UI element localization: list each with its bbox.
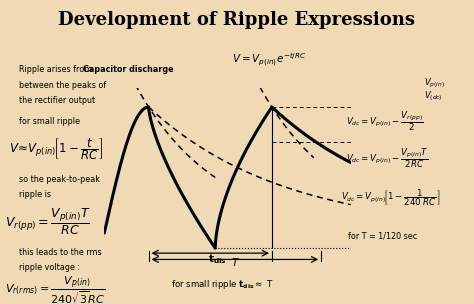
Text: Capacitor discharge: Capacitor discharge (83, 65, 173, 74)
Text: $V_{(dc)}$: $V_{(dc)}$ (424, 89, 443, 103)
Text: $V_{dc}=V_{p(in)}\!\left[1-\dfrac{1}{240\ RC}\right]$: $V_{dc}=V_{p(in)}\!\left[1-\dfrac{1}{240… (341, 187, 440, 208)
Text: this leads to the rms: this leads to the rms (19, 248, 101, 257)
Text: so the peak-to-peak: so the peak-to-peak (19, 175, 100, 184)
Text: for small ripple $\mathbf{t_{dis}}\approx$ T: for small ripple $\mathbf{t_{dis}}\appro… (171, 278, 273, 291)
Text: T: T (232, 258, 238, 268)
Text: $V_{r(pp)}=\dfrac{V_{p(in)}T}{RC}$: $V_{r(pp)}=\dfrac{V_{p(in)}T}{RC}$ (5, 207, 90, 237)
Text: for T = 1/120 sec: for T = 1/120 sec (348, 231, 418, 240)
Text: ripple is: ripple is (19, 190, 51, 199)
Text: Ripple arises from: Ripple arises from (19, 65, 95, 74)
Text: $V_{p(in)}$: $V_{p(in)}$ (424, 77, 445, 90)
Text: $V_{r(rms)}=\dfrac{V_{p(in)}}{240\sqrt{3}RC}$: $V_{r(rms)}=\dfrac{V_{p(in)}}{240\sqrt{3… (5, 275, 105, 304)
Text: between the peaks of: between the peaks of (19, 81, 106, 90)
Text: $V_{dc}=V_{p(in)}-\dfrac{V_{r(pp)}}{2}$: $V_{dc}=V_{p(in)}-\dfrac{V_{r(pp)}}{2}$ (346, 110, 424, 133)
Text: $\mathbf{t_{dis}}$: $\mathbf{t_{dis}}$ (208, 252, 227, 266)
Text: Development of Ripple Expressions: Development of Ripple Expressions (58, 11, 416, 29)
Text: $V\!\approx\!V_{p(in)}\!\left[1-\dfrac{t}{RC}\right]$: $V\!\approx\!V_{p(in)}\!\left[1-\dfrac{t… (9, 136, 103, 162)
Text: ripple voltage :: ripple voltage : (19, 263, 80, 272)
Text: for small ripple: for small ripple (19, 117, 80, 126)
Text: $V_{dc}=V_{p(in)}-\dfrac{V_{p(in)}T}{2RC}$: $V_{dc}=V_{p(in)}-\dfrac{V_{p(in)}T}{2RC… (346, 146, 428, 170)
Text: the rectifier output: the rectifier output (19, 96, 95, 105)
Text: $V=V_{p(in)}e^{-t/RC}$: $V=V_{p(in)}e^{-t/RC}$ (232, 52, 307, 69)
